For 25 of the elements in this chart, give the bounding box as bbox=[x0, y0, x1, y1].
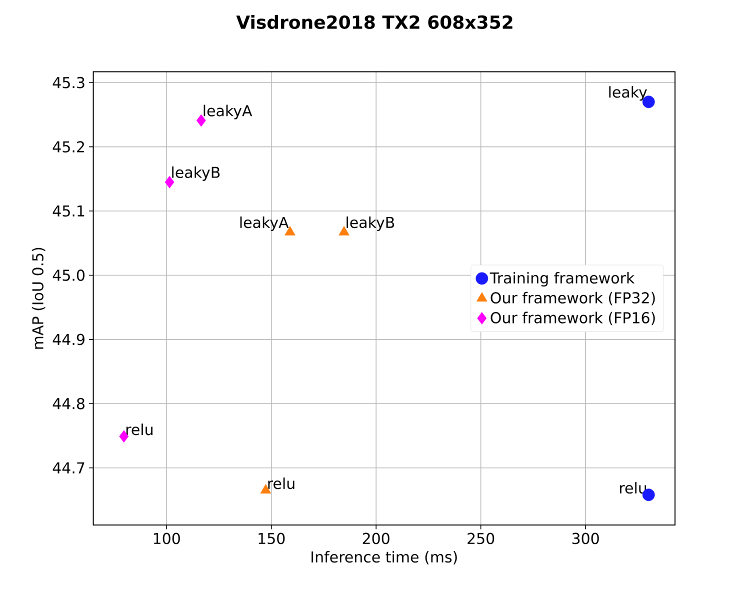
x-tick-label: 200 bbox=[362, 532, 390, 544]
y-tick-label: 45.1 bbox=[52, 205, 84, 217]
annotation: leakyB bbox=[172, 166, 220, 181]
annotation: leakyB bbox=[346, 216, 394, 232]
annotation: relu bbox=[126, 424, 152, 436]
y-tick-label: 44.8 bbox=[52, 398, 84, 410]
x-axis-title: Inference time (ms) bbox=[312, 551, 457, 564]
annotation: relu bbox=[268, 478, 294, 490]
annotation: leakyA bbox=[204, 104, 252, 120]
chart-title: Visdrone2018 TX2 608x352 bbox=[236, 15, 512, 29]
y-tick-label: 45.0 bbox=[52, 270, 84, 281]
x-tick-label: 150 bbox=[258, 532, 285, 544]
annotation: leakyA bbox=[240, 216, 289, 232]
legend-label: Our framework (FP16) bbox=[490, 312, 655, 326]
legend-label: Training framework bbox=[490, 272, 635, 287]
annotation: leaky bbox=[609, 86, 647, 101]
y-tick-label: 45.2 bbox=[52, 141, 84, 152]
y-tick-label: 45.3 bbox=[52, 76, 84, 88]
legend-label: Our framework (FP32) bbox=[490, 292, 655, 306]
y-tick-label: 44.9 bbox=[52, 334, 84, 346]
x-tick-label: 250 bbox=[468, 532, 494, 544]
y-tick-label: 44.7 bbox=[52, 462, 84, 474]
x-tick-label: 100 bbox=[154, 532, 180, 544]
x-tick-label: 300 bbox=[572, 532, 599, 544]
y-axis-title: mAP (IoU 0.5) bbox=[32, 248, 46, 349]
